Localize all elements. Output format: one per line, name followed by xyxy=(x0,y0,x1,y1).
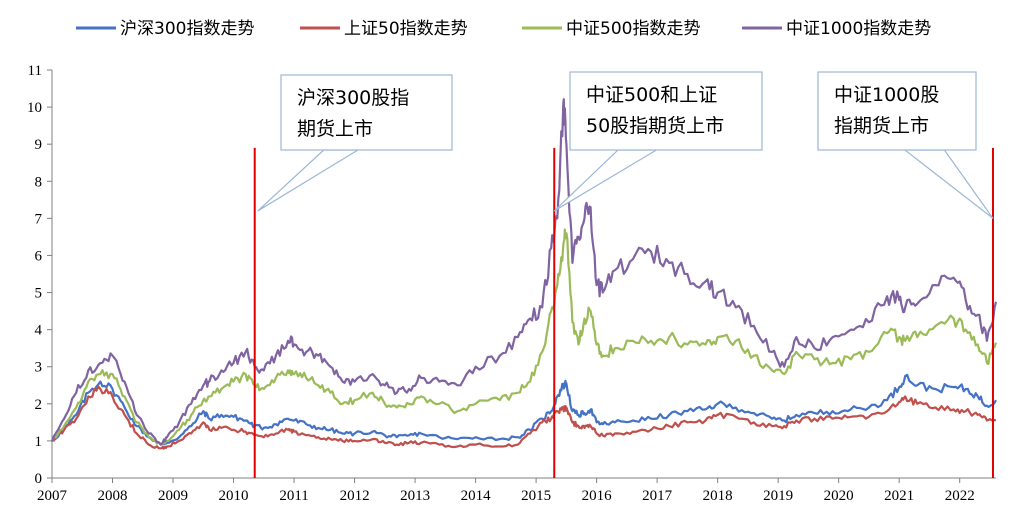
x-tick-label: 2011 xyxy=(279,488,308,504)
x-tick-label: 2016 xyxy=(582,488,613,504)
callout-box xyxy=(280,74,453,151)
series-line xyxy=(50,98,998,446)
callout-pointer xyxy=(903,149,994,219)
legend-label: 沪深300指数走势 xyxy=(120,19,254,39)
y-tick-label: 5 xyxy=(35,286,43,302)
series-line xyxy=(51,373,997,446)
y-tick-label: 6 xyxy=(35,248,43,264)
x-tick-label: 2010 xyxy=(219,488,249,504)
callout-box xyxy=(817,71,977,151)
y-tick-label: 4 xyxy=(35,323,43,339)
y-tick-label: 2 xyxy=(35,397,43,413)
y-tick-label: 8 xyxy=(35,174,43,190)
callout-pointer xyxy=(553,149,659,212)
x-tick-label: 2020 xyxy=(824,488,854,504)
x-tick-label: 2018 xyxy=(703,488,733,504)
y-tick-label: 3 xyxy=(35,360,43,376)
x-tick-label: 2009 xyxy=(158,488,188,504)
x-tick-label: 2014 xyxy=(461,488,492,504)
x-tick-label: 2007 xyxy=(37,488,68,504)
legend-label: 中证1000指数走势 xyxy=(786,19,931,39)
y-tick-label: 1 xyxy=(35,434,43,450)
axes: 0 1 2 3 4 5 6 7 8 9 10 11 2007 2008 2009 2010 2011 2012 20… xyxy=(27,63,996,504)
callout-box xyxy=(569,71,763,151)
y-tick-label: 11 xyxy=(28,63,42,79)
x-tick-label: 2013 xyxy=(400,488,430,504)
x-tick-label: 2015 xyxy=(521,488,551,504)
y-tick-label: 7 xyxy=(35,211,43,227)
event-markers xyxy=(253,147,994,478)
legend: 沪深300指数走势 上证50指数走势 中证500指数走势 中证1000指数走势 xyxy=(76,19,931,39)
x-tick-label: 2019 xyxy=(763,488,793,504)
callout-pointer xyxy=(257,149,361,212)
callout-text: 期货上市 xyxy=(297,118,373,140)
callout-text: 50股指期货上市 xyxy=(586,115,724,137)
callout-text: 沪深300股指 xyxy=(297,87,409,109)
y-tick-label: 0 xyxy=(35,471,43,487)
series-layer xyxy=(50,98,998,450)
legend-label: 上证50指数走势 xyxy=(344,19,468,39)
callout-text: 中证1000股 xyxy=(834,84,939,106)
x-tick-label: 2022 xyxy=(945,488,975,504)
callout-text: 中证500和上证 xyxy=(586,84,717,106)
y-tick-label: 10 xyxy=(27,100,42,116)
series-line xyxy=(51,228,998,446)
series-line xyxy=(51,385,997,450)
x-tick-label: 2017 xyxy=(642,488,673,504)
callout-text: 指期货上市 xyxy=(834,115,929,137)
x-tick-label: 2008 xyxy=(98,488,128,504)
x-tick-label: 2021 xyxy=(884,488,914,504)
legend-label: 中证500指数走势 xyxy=(566,19,700,39)
x-tick-label: 2012 xyxy=(340,488,370,504)
y-tick-label: 9 xyxy=(35,137,43,153)
